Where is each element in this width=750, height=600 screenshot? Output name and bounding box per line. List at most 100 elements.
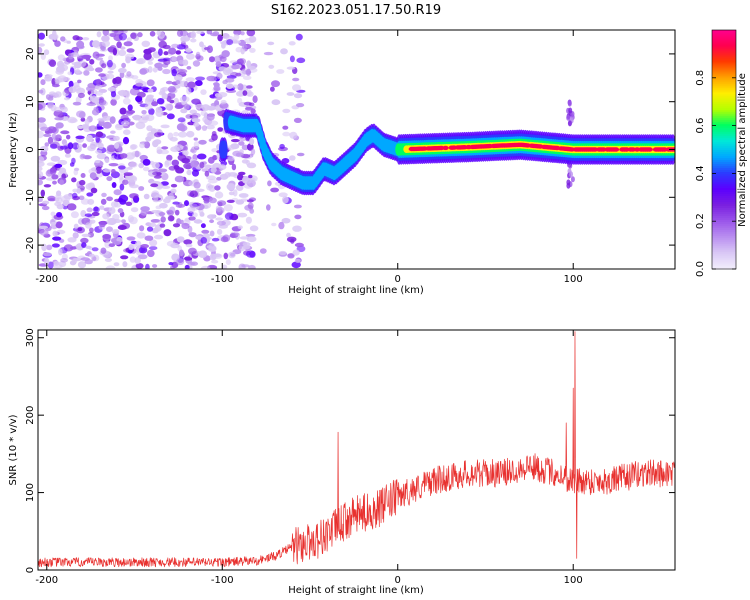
spectrogram-noise-blob (84, 118, 90, 126)
spectrogram-noise-blob (175, 80, 181, 85)
colorbar-segment (712, 69, 736, 73)
spectrogram-noise-blob (242, 178, 252, 184)
colorbar-segment (712, 65, 736, 69)
spectrogram-noise-blob (282, 131, 291, 137)
spectrogram-noise-blob (173, 131, 179, 137)
spectrogram-noise-blob (106, 144, 117, 153)
spectrogram-noise-blob (149, 246, 158, 251)
spectrogram-noise-blob (73, 169, 79, 176)
colorbar-segment (712, 113, 736, 117)
colorbar-segment (712, 233, 736, 236)
colorbar-segment (712, 125, 736, 129)
spectrogram-noise-blob (215, 217, 224, 221)
spectrogram-noise-blob (38, 72, 43, 78)
spectrogram-noise-blob (169, 206, 176, 214)
spectrogram-noise-blob (101, 63, 107, 69)
spectrogram-noise-blob (150, 219, 161, 223)
snr-x-tick-label: -100 (211, 575, 234, 586)
spectrogram-noise-blob (96, 153, 107, 160)
spectrogram-noise-blob (139, 142, 146, 149)
spectrogram-noise-blob (96, 31, 102, 38)
colorbar-segment (712, 111, 736, 115)
spectrogram-noise-blob (222, 264, 228, 269)
spectrogram-noise-blob (252, 95, 258, 103)
spectrogram-noise-blob (49, 91, 56, 96)
spectrogram-noise-blob (211, 259, 219, 264)
spectrogram-noise-blob (209, 219, 215, 224)
spectrogram-noise-blob (116, 41, 122, 49)
spectrogram-noise-blob (118, 89, 128, 97)
spectrogram-noise-blob (226, 39, 234, 46)
spectrogram-noise-blob (176, 218, 182, 225)
spectrogram-noise-blob (238, 141, 245, 146)
colorbar-segment (712, 223, 736, 226)
spectrogram-noise-blob (39, 229, 49, 236)
spectrogram-noise-blob (244, 37, 254, 44)
spectrogram-noise-blob (206, 75, 217, 82)
colorbar-segment (712, 99, 736, 103)
colorbar-segment (712, 75, 736, 79)
spectrogram-noise-blob (237, 83, 244, 91)
spectrogram-noise-blob (189, 203, 198, 208)
spectrogram-noise-blob (66, 134, 71, 140)
colorbar-segment (712, 127, 736, 131)
colorbar-segment (712, 121, 736, 125)
spectrogram-noise-blob (77, 125, 84, 129)
spectrogram-noise-blob (171, 43, 180, 48)
spectrogram-noise-blob (129, 161, 138, 168)
spectrogram-noise-blob (95, 67, 103, 73)
spectrogram-noise-blob (97, 117, 107, 122)
colorbar-segment (712, 197, 736, 200)
colorbar-segment (712, 155, 736, 159)
spectrogram-noise-blob (42, 252, 53, 257)
spectrogram-noise-blob (249, 208, 255, 214)
spectrogram-noise-blob (214, 253, 222, 258)
colorbar-segment (712, 235, 736, 238)
spectrogram-noise-blob (76, 40, 85, 48)
spectrogram-noise-blob (196, 153, 207, 160)
spectrogram-noise-blob (296, 152, 305, 157)
spectrogram-noise-blob (153, 175, 162, 179)
colorbar-segment (712, 205, 736, 208)
spectrogram-noise-blob (203, 164, 212, 169)
spectrogram-noise-blob (38, 156, 45, 164)
spectrogram-noise-blob (111, 229, 120, 234)
spectrogram-noise-blob (53, 260, 60, 266)
spectrogram-noise-blob (237, 173, 244, 181)
spectrogram-noise-blob (135, 59, 144, 65)
spectrogram-noise-blob (38, 117, 46, 123)
spectrogram-noise-blob (146, 125, 153, 132)
spectrogram-noise-blob (158, 31, 165, 39)
spectrogram-noise-blob (86, 102, 97, 107)
spectrogram-noise-blob (241, 44, 248, 50)
spectrogram-noise-blob (156, 146, 162, 154)
spectrogram-noise-blob (217, 201, 223, 207)
spectrogram-noise-blob (53, 110, 63, 117)
colorbar-segment (712, 195, 736, 198)
spectrogram-noise-blob (217, 127, 224, 132)
spectrogram-noise-blob (166, 95, 172, 102)
spectrogram-noise-blob (86, 134, 93, 143)
spectrogram-y-tick-label: 10 (25, 95, 36, 108)
spectrogram-noise-blob (109, 116, 116, 124)
spectrogram-noise-blob (80, 153, 86, 158)
spectrogram-noise-blob (192, 169, 199, 177)
spectrogram-noise-blob (113, 135, 120, 141)
spectrogram-noise-blob (38, 43, 45, 47)
spectrogram-noise-blob (156, 98, 165, 105)
spectrogram-noise-blob (71, 257, 78, 265)
spectrogram-noise-blob (263, 51, 274, 56)
spectrogram-noise-blob (54, 197, 60, 202)
spectrogram-noise-blob (44, 257, 50, 266)
spectrogram-noise-blob (217, 34, 223, 42)
spectrogram-noise-blob (78, 60, 87, 68)
spectrogram-noise-blob (286, 66, 296, 70)
spectrogram-noise-blob (81, 242, 87, 248)
spectrogram-noise-blob (196, 55, 204, 62)
spectrogram-noise-blob (293, 117, 302, 123)
snr-ylabel: SNR (10 * v/v) (8, 414, 19, 485)
spectrogram-noise-blob (54, 40, 61, 47)
spectrogram-noise-blob (43, 184, 52, 188)
spectrogram-noise-blob (93, 107, 99, 111)
